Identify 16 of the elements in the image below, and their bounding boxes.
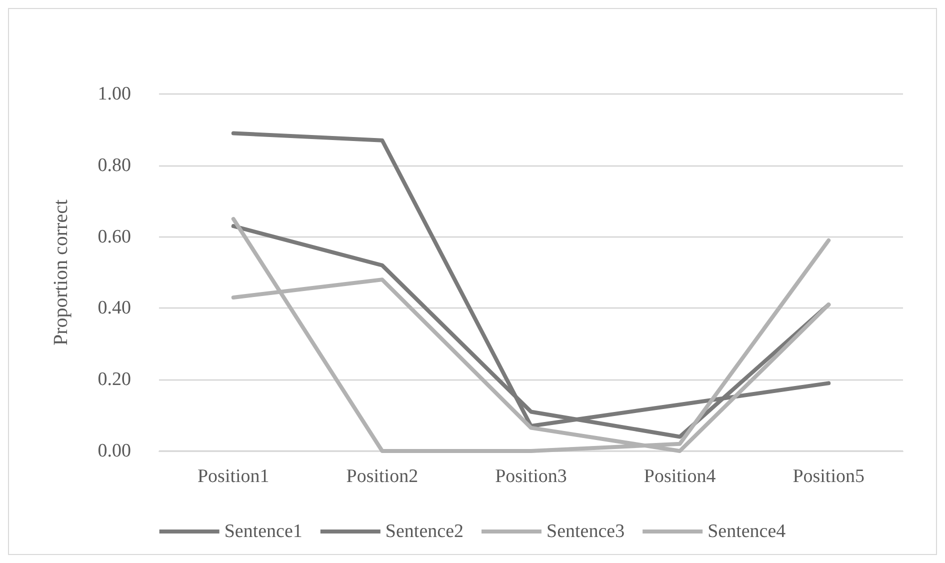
legend-label: Sentence2 [385, 521, 464, 542]
x-tick-label: Position4 [644, 466, 716, 487]
legend-label: Sentence4 [708, 521, 786, 542]
y-tick-label: 0.00 [98, 440, 131, 462]
x-tick-label: Position1 [197, 466, 270, 487]
x-tick-label: Position2 [346, 466, 418, 487]
legend-label: Sentence3 [546, 521, 625, 542]
y-tick-label: 1.00 [98, 84, 131, 104]
x-tick-label: Position3 [495, 466, 567, 487]
legend-label: Sentence1 [224, 521, 302, 542]
y-tick-label: 0.60 [98, 226, 131, 248]
x-tick-label: Position5 [792, 466, 865, 487]
y-axis-title: Proportion correct [50, 199, 72, 346]
y-tick-label: 0.40 [98, 298, 131, 319]
y-tick-label: 0.20 [98, 369, 131, 390]
y-tick-label: 0.80 [98, 154, 131, 176]
